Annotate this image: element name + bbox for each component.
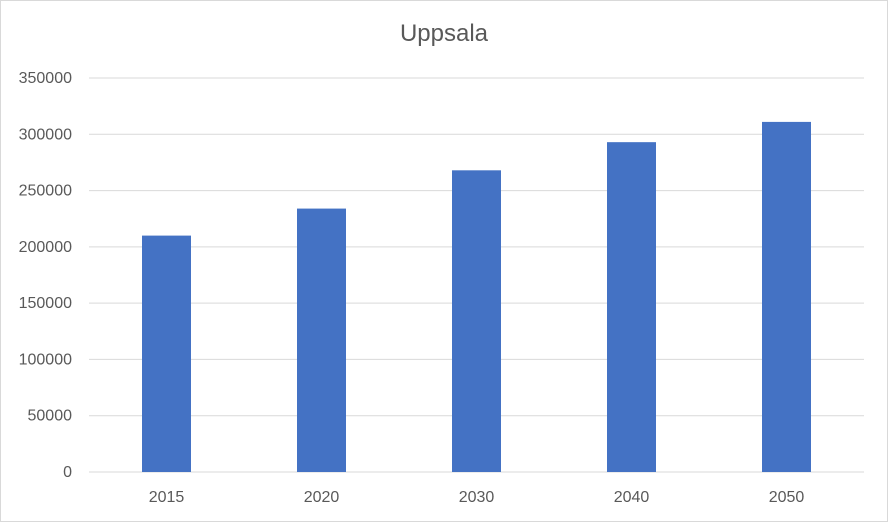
bar-2030 [452,170,501,472]
y-tick-label: 350000 [19,70,72,87]
y-tick-label: 50000 [28,408,73,425]
x-tick-label: 2040 [614,489,650,506]
bar-2020 [297,208,346,472]
chart-title: Uppsala [399,20,489,47]
y-tick-label: 100000 [19,351,72,368]
bar-2040 [607,142,656,472]
x-tick-label: 2015 [149,489,185,506]
x-tick-label: 2050 [769,489,805,506]
bar-2050 [762,121,811,472]
x-tick-label: 2020 [304,489,340,506]
y-tick-label: 300000 [19,126,72,143]
y-tick-label: 200000 [19,239,72,256]
y-tick-label: 150000 [19,295,72,312]
y-tick-label: 250000 [19,183,72,200]
bars [142,121,811,472]
bar-2015 [142,235,191,472]
y-axis-labels: 0 50000 100000 150000 200000 250000 300000 3500… [19,70,72,481]
y-tick-label: 0 [63,464,72,481]
x-axis-labels: 2015 2020 2030 2040 2050 [149,489,805,506]
x-tick-label: 2030 [459,489,495,506]
